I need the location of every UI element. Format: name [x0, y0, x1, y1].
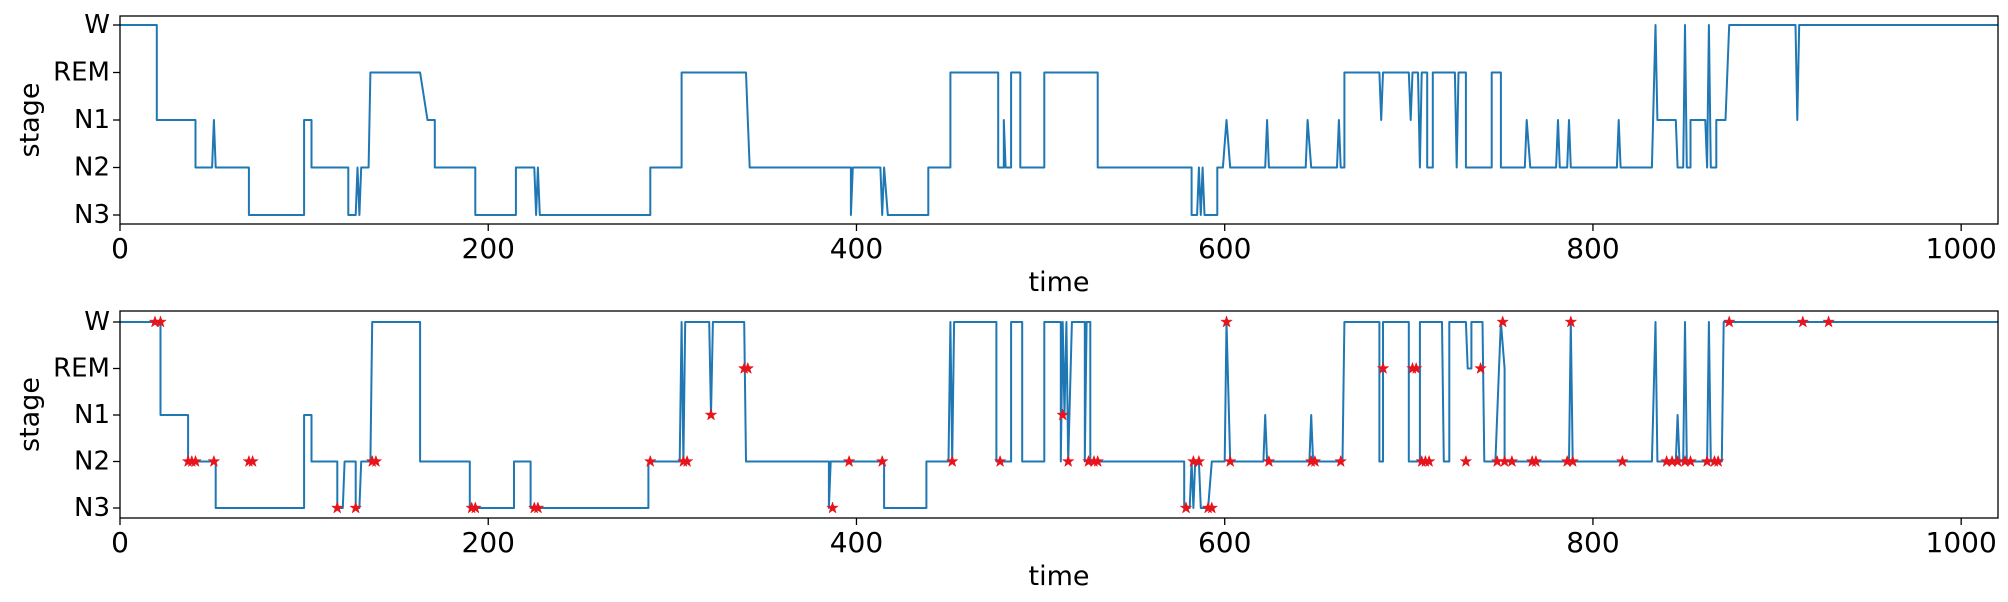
star-marker: [1334, 454, 1348, 468]
y-tick-label: W: [84, 307, 110, 337]
y-tick-label: REM: [53, 354, 110, 384]
series-line: [120, 24, 1998, 216]
y-axis-label: stage: [15, 377, 46, 452]
x-tick-label: 0: [111, 526, 129, 559]
x-tick-label: 400: [830, 526, 883, 559]
y-tick-label: N1: [74, 105, 110, 135]
star-marker: [1192, 454, 1206, 468]
star-marker: [1796, 315, 1810, 328]
star-marker: [643, 454, 657, 468]
y-tick-label: REM: [53, 58, 110, 88]
star-marker: [1505, 454, 1519, 468]
y-tick-label: N3: [74, 200, 110, 230]
star-marker: [1566, 454, 1580, 468]
star-marker: [1308, 454, 1322, 468]
x-tick-label: 800: [1566, 526, 1619, 559]
x-tick-label: 1000: [1926, 232, 1997, 265]
x-axis-label: time: [1028, 267, 1089, 298]
star-marker: [1711, 454, 1725, 468]
star-marker: [349, 501, 363, 514]
x-tick-label: 200: [462, 232, 515, 265]
y-tick-label: N2: [74, 447, 110, 477]
y-tick-label: W: [84, 10, 110, 40]
star-marker: [993, 454, 1007, 468]
x-tick-label: 600: [1198, 232, 1251, 265]
star-marker: [1262, 454, 1276, 468]
star-marker: [1459, 454, 1473, 468]
star-marker: [1056, 408, 1070, 421]
star-marker: [1061, 454, 1075, 468]
y-tick-label: N3: [74, 493, 110, 523]
x-tick-label: 0: [111, 232, 129, 265]
star-marker: [1822, 315, 1836, 328]
y-tick-label: N1: [74, 400, 110, 430]
star-marker: [1474, 361, 1488, 375]
star-marker: [207, 454, 221, 468]
star-marker: [1529, 454, 1543, 468]
star-marker: [246, 454, 260, 468]
star-marker: [875, 454, 889, 468]
y-axis-label: stage: [15, 83, 46, 158]
star-marker: [1409, 361, 1423, 375]
star-marker: [1564, 315, 1578, 328]
star-marker: [189, 454, 202, 468]
star-marker: [468, 501, 482, 514]
star-marker: [1422, 454, 1436, 468]
star-marker: [1223, 454, 1237, 468]
star-marker: [842, 454, 856, 468]
star-marker: [680, 454, 694, 468]
star-marker: [1220, 315, 1234, 328]
star-marker: [369, 454, 383, 468]
x-tick-label: 200: [462, 526, 515, 559]
star-marker: [1376, 361, 1390, 375]
star-marker: [1615, 454, 1629, 468]
series-line: [120, 321, 1998, 509]
x-tick-label: 800: [1566, 232, 1619, 265]
star-marker: [1684, 454, 1697, 468]
star-marker: [945, 454, 959, 468]
star-marker: [154, 315, 167, 328]
star-marker: [741, 361, 755, 375]
star-marker: [330, 501, 344, 514]
x-axis-label: time: [1028, 561, 1089, 592]
x-tick-label: 1000: [1926, 526, 1997, 559]
chart-panel-bottom: N3 N2 N1 REM W 0 200 400 600 800 1000 time stage: [15, 307, 1999, 592]
star-marker: [704, 408, 718, 421]
star-marker: [826, 501, 839, 514]
star-marker: [1179, 501, 1193, 514]
star-marker: [1496, 315, 1510, 328]
x-tick-label: 600: [1198, 526, 1251, 559]
y-tick-label: N2: [74, 153, 110, 183]
star-marker: [531, 501, 545, 514]
star-marker: [1722, 315, 1736, 328]
x-tick-label: 400: [830, 232, 883, 265]
star-marker: [1091, 454, 1105, 468]
chart-panel-top: N3 N2 N1 REM W 0 200 400 600 800 1000 time stage: [15, 10, 1999, 298]
star-marker: [1205, 501, 1219, 514]
